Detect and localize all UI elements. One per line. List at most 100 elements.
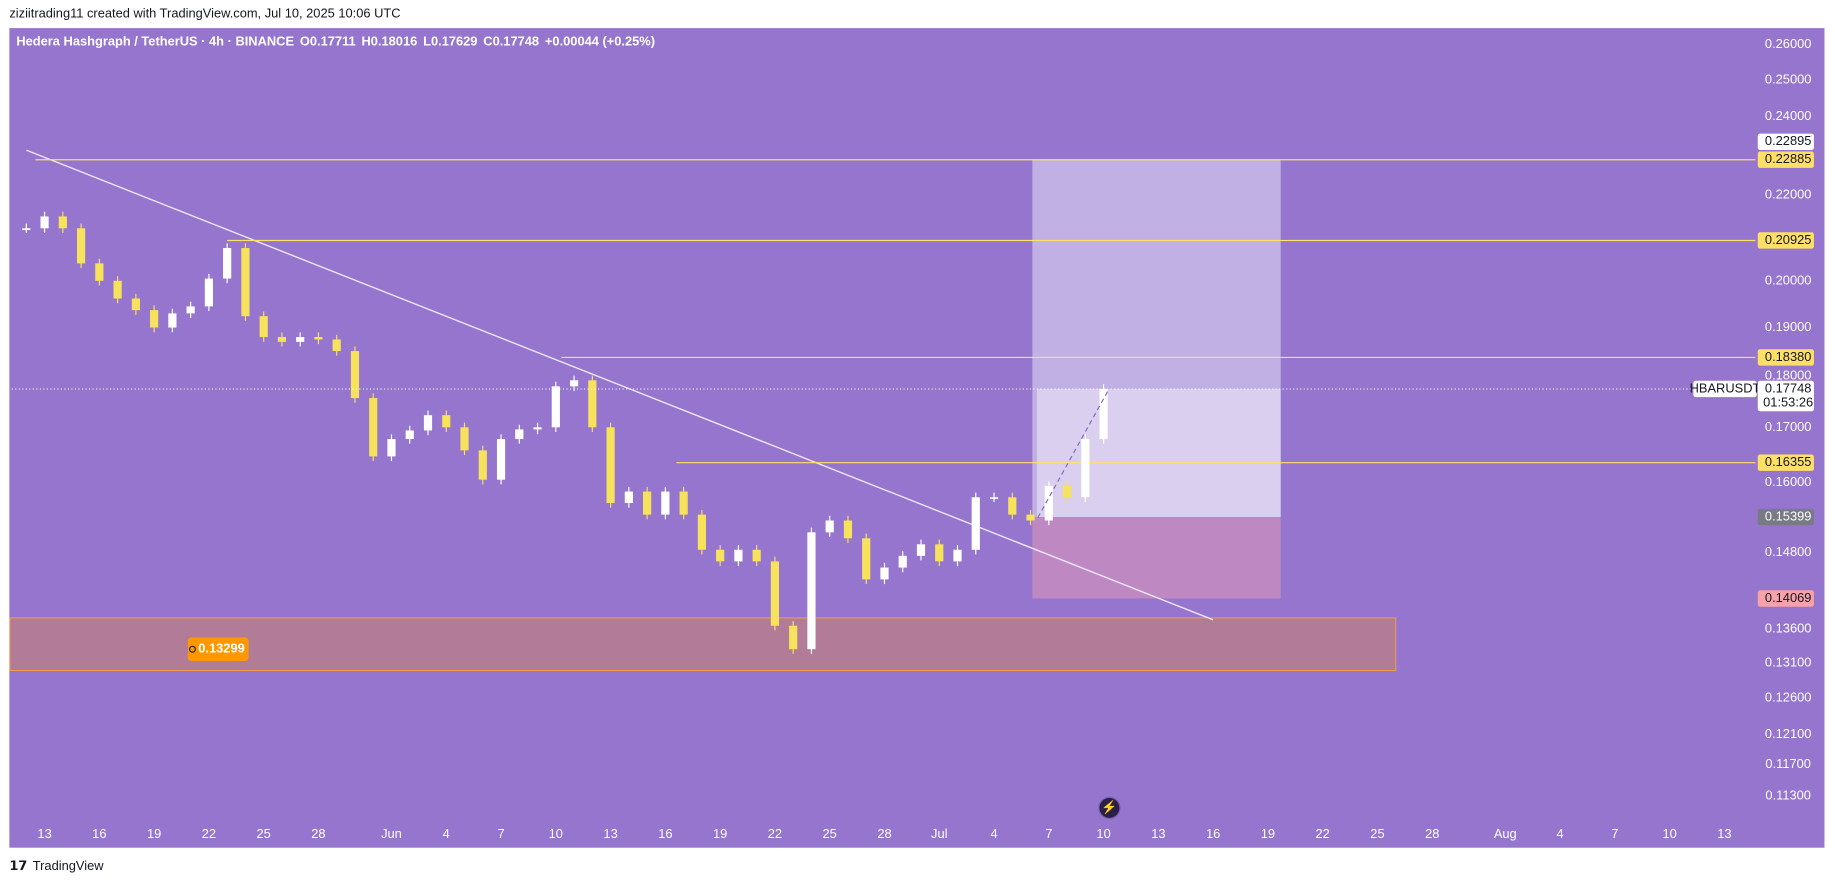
position-label: 0.22895	[1765, 133, 1811, 148]
candle-body	[241, 248, 250, 317]
symbol-info: H0.18016	[362, 34, 418, 49]
candle-body	[862, 538, 871, 580]
candle-body	[1099, 388, 1108, 440]
candle-body	[679, 491, 688, 515]
candle-body	[1044, 485, 1053, 521]
candle-body	[825, 520, 834, 533]
candle-body	[40, 216, 49, 229]
position-label: 0.15399	[1765, 508, 1811, 523]
candle-body	[277, 337, 287, 342]
countdown: 01:53:26	[1763, 394, 1813, 409]
candle-body	[350, 351, 360, 399]
x-tick-label: 16	[92, 826, 106, 841]
symbol-info: +0.00044 (+0.25%)	[545, 34, 655, 49]
candle-body	[296, 337, 305, 342]
candle-body	[770, 561, 780, 626]
y-tick-label: 0.25000	[1765, 71, 1811, 86]
symbol-info: C0.17748	[483, 34, 539, 49]
candle-body	[259, 316, 268, 338]
x-tick-label: 13	[1151, 826, 1165, 841]
x-tick-label: 28	[1425, 826, 1439, 841]
candle-body	[533, 427, 542, 430]
symbol-label: HBARUSDT	[1690, 380, 1761, 395]
candle-body	[935, 544, 944, 562]
x-tick-label: 7	[1045, 826, 1052, 841]
profit-zone	[1032, 159, 1281, 518]
y-tick-label: 0.17000	[1765, 419, 1811, 434]
candle-body	[752, 549, 761, 562]
candle-body	[332, 339, 341, 352]
candle-body	[971, 497, 980, 550]
y-tick-label: 0.20000	[1765, 273, 1811, 288]
y-tick-label: 0.11300	[1765, 788, 1811, 803]
level-badge	[1757, 454, 1814, 471]
level-badge	[1757, 151, 1814, 168]
candle-body	[843, 520, 853, 539]
last-price-label: 0.17748	[1765, 380, 1811, 395]
x-tick-label: 19	[1261, 826, 1275, 841]
candle-body	[1062, 485, 1072, 498]
candle-body	[624, 491, 633, 504]
symbol-info: O0.17711	[300, 34, 356, 49]
candle-body	[661, 491, 670, 515]
candle-body	[496, 439, 506, 480]
candle-body	[423, 415, 433, 431]
trendline	[26, 149, 1214, 621]
position-label: 0.14069	[1765, 590, 1811, 605]
y-tick-label: 0.12100	[1765, 726, 1811, 741]
chart-background	[9, 28, 1825, 848]
candle-body	[643, 491, 652, 515]
x-tick-label: 13	[1717, 826, 1731, 841]
zone-badge	[187, 637, 249, 661]
candle-body	[1026, 514, 1035, 521]
candle-body	[716, 549, 725, 562]
brand: TradingView	[33, 858, 104, 873]
candle-body	[131, 298, 140, 311]
x-tick-label: 22	[768, 826, 782, 841]
x-tick-label: 10	[549, 826, 563, 841]
y-tick-label: 0.26000	[1765, 36, 1811, 51]
candle-body	[76, 228, 86, 264]
candle-body	[314, 337, 323, 340]
candle-body	[515, 429, 524, 440]
y-tick-label: 0.24000	[1765, 108, 1811, 123]
candle-body	[898, 555, 907, 568]
y-tick-label: 0.19000	[1765, 319, 1811, 334]
level-badge	[1757, 349, 1814, 366]
x-tick-label: 28	[877, 826, 891, 841]
candle-body	[150, 310, 159, 328]
x-tick-label: 4	[990, 826, 997, 841]
x-tick-label: 10	[1662, 826, 1676, 841]
candle-body	[460, 427, 469, 451]
event-icon	[1098, 796, 1121, 820]
x-tick-label: 22	[202, 826, 216, 841]
level-label: 0.20925	[1765, 232, 1811, 247]
position-badge	[1757, 590, 1814, 607]
candle-body	[58, 216, 67, 229]
x-tick-label: 10	[1096, 826, 1110, 841]
event-bolt: ⚡	[1101, 799, 1117, 815]
candle-body	[478, 450, 487, 480]
x-tick-label: 13	[603, 826, 617, 841]
y-tick-label: 0.14800	[1765, 544, 1811, 559]
credit: ziziitrading11 created with TradingView.…	[9, 5, 400, 20]
candle-body	[204, 278, 213, 307]
x-tick-label: 7	[497, 826, 504, 841]
symbol-tag	[1693, 380, 1757, 398]
open-profit	[1037, 388, 1281, 518]
candle-body	[22, 228, 31, 231]
candle-body	[1008, 497, 1017, 515]
y-tick-label: 0.12600	[1765, 689, 1811, 704]
candle-body	[223, 248, 232, 279]
candle-body	[989, 497, 999, 500]
candle-body	[588, 380, 597, 428]
last-price-badge	[1757, 380, 1814, 412]
position-badge	[1757, 133, 1814, 150]
symbol-info: L0.17629	[423, 34, 477, 49]
x-tick-label: 4	[1556, 826, 1563, 841]
x-tick-label: Jun	[381, 826, 402, 841]
x-tick-label: 7	[1611, 826, 1618, 841]
x-tick-label: 16	[1206, 826, 1220, 841]
level-label: 0.16355	[1765, 454, 1811, 469]
